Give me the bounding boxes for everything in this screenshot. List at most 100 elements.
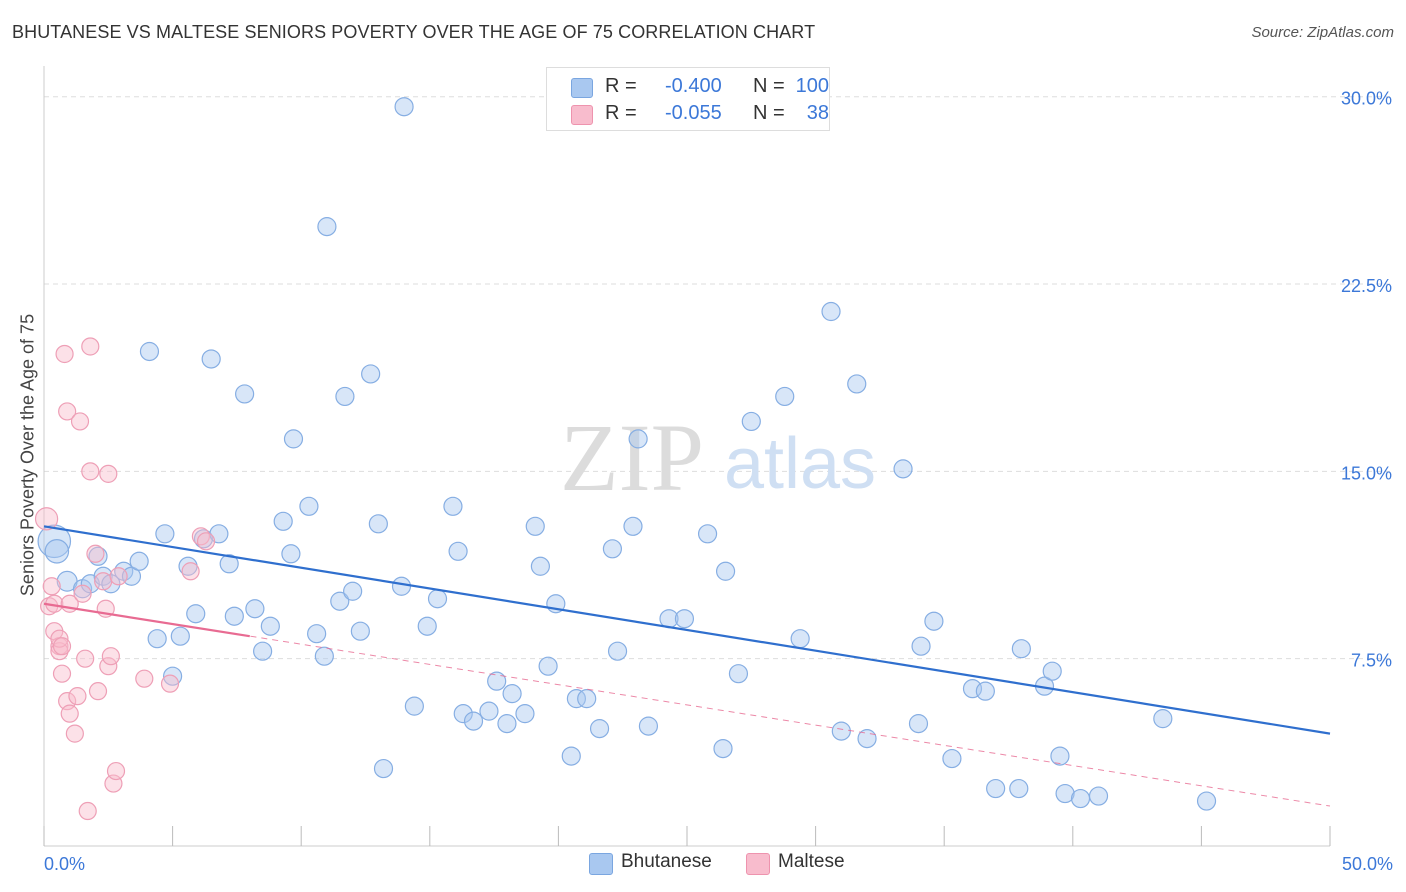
correlation-legend: R = -0.400 N = 100 R = -0.055 N = 38 [546, 67, 830, 131]
data-point-bhutanese [713, 738, 733, 759]
data-point-maltese [106, 761, 126, 781]
legend-n-label: N = [753, 75, 785, 97]
watermark-atlas: atlas [724, 424, 876, 504]
y-axis-label: Seniors Poverty Over the Age of 75 [17, 313, 38, 597]
data-point-bhutanese [253, 641, 273, 661]
data-point-bhutanese [1009, 778, 1029, 799]
data-point-bhutanese [525, 516, 545, 536]
data-point-bhutanese [561, 746, 581, 766]
trend-line-maltese [43, 602, 250, 638]
data-point-bhutanese [911, 636, 931, 656]
data-point-bhutanese [93, 566, 113, 586]
bottom-legend-swatch-bhutanese [589, 853, 613, 875]
legend-r-value: -0.055 [665, 102, 722, 124]
tick-labels: 7.5% 15.0% 22.5% 30.0% 0.0% 50.0% [44, 89, 1393, 874]
data-point-maltese [58, 402, 77, 421]
data-point-bhutanese [448, 541, 468, 561]
legend-n-value: 100 [795, 75, 829, 97]
data-point-bhutanese [224, 606, 244, 626]
data-point-bhutanese [790, 629, 810, 649]
data-point-bhutanese [330, 591, 350, 611]
data-point-bhutanese [427, 589, 448, 609]
data-point-bhutanese [170, 626, 190, 646]
data-point-bhutanese [1055, 783, 1075, 804]
data-point-bhutanese [394, 97, 414, 117]
bottom-legend-swatch-maltese [746, 853, 770, 875]
data-point-bhutanese [163, 666, 183, 686]
data-point-bhutanese [515, 704, 535, 724]
data-point-bhutanese [775, 386, 795, 407]
data-point-maltese [109, 567, 128, 586]
data-point-bhutanese [453, 704, 473, 724]
data-point-bhutanese [44, 538, 70, 564]
data-point-bhutanese [260, 616, 280, 636]
data-point-bhutanese [443, 496, 463, 516]
data-point-bhutanese [674, 609, 695, 629]
data-point-bhutanese [343, 581, 363, 601]
data-point-bhutanese [129, 551, 149, 571]
data-point-maltese [50, 642, 69, 661]
data-point-bhutanese [697, 524, 718, 544]
data-point-bhutanese [1088, 786, 1109, 806]
data-point-bhutanese [299, 496, 319, 516]
axes [43, 66, 1331, 847]
legend-swatch-bhutanese [571, 78, 593, 98]
data-point-bhutanese [314, 646, 334, 666]
data-point-bhutanese [1042, 661, 1062, 681]
data-point-maltese [50, 629, 69, 648]
data-point-bhutanese [908, 714, 929, 734]
data-point-bhutanese [350, 621, 370, 641]
data-point-maltese [160, 674, 180, 693]
data-point-bhutanese [201, 349, 221, 369]
data-point-bhutanese [245, 599, 265, 619]
data-point-bhutanese [1196, 791, 1217, 811]
bottom-legend-label: Maltese [778, 851, 845, 872]
data-point-bhutanese [942, 748, 962, 769]
legend-r-value: -0.400 [665, 75, 722, 97]
data-point-maltese [99, 464, 118, 483]
data-point-maltese [81, 337, 100, 356]
data-point-bhutanese [975, 681, 995, 701]
data-point-bhutanese [638, 716, 659, 736]
trend-lines [43, 525, 1331, 807]
data-point-bhutanese [335, 386, 355, 407]
data-point-maltese [76, 649, 95, 668]
data-point-maltese [68, 687, 87, 706]
bottom-legend-label: Bhutanese [621, 851, 712, 872]
data-point-bhutanese [1070, 788, 1091, 809]
data-point-bhutanese [283, 429, 304, 449]
data-point-bhutanese [317, 217, 337, 237]
data-point-bhutanese [361, 364, 381, 384]
trend-line-bhutanese [43, 525, 1331, 735]
data-point-bhutanese [538, 656, 558, 676]
data-point-bhutanese [607, 641, 628, 661]
data-point-maltese [101, 647, 120, 666]
data-point-bhutanese [193, 529, 214, 549]
data-point-bhutanese [623, 516, 643, 536]
data-point-bhutanese [273, 511, 293, 531]
data-point-bhutanese [628, 429, 648, 449]
y-tick-label: 22.5% [1341, 276, 1392, 296]
legend-r-label: R = [605, 102, 637, 124]
data-point-bhutanese [479, 701, 499, 721]
data-point-bhutanese [497, 714, 517, 734]
data-point-maltese [86, 544, 105, 563]
data-point-maltese [81, 462, 100, 481]
legend-swatch-maltese [571, 105, 593, 125]
data-point-bhutanese [831, 721, 851, 741]
data-point-bhutanese [404, 696, 424, 716]
data-point-bhutanese [577, 689, 597, 709]
data-point-bhutanese [821, 301, 841, 322]
data-point-maltese [73, 584, 92, 603]
data-point-bhutanese [463, 711, 484, 731]
data-point-bhutanese [847, 374, 867, 394]
data-point-maltese [181, 562, 200, 581]
legend-r-label: R = [605, 75, 637, 97]
data-point-maltese [55, 344, 74, 364]
data-point-bhutanese [487, 671, 507, 691]
y-tick-label: 7.5% [1351, 651, 1392, 671]
legend-n-label: N = [753, 102, 785, 124]
data-point-bhutanese [589, 719, 610, 739]
data-point-bhutanese [235, 384, 255, 404]
legend-n-value: 38 [806, 102, 829, 124]
